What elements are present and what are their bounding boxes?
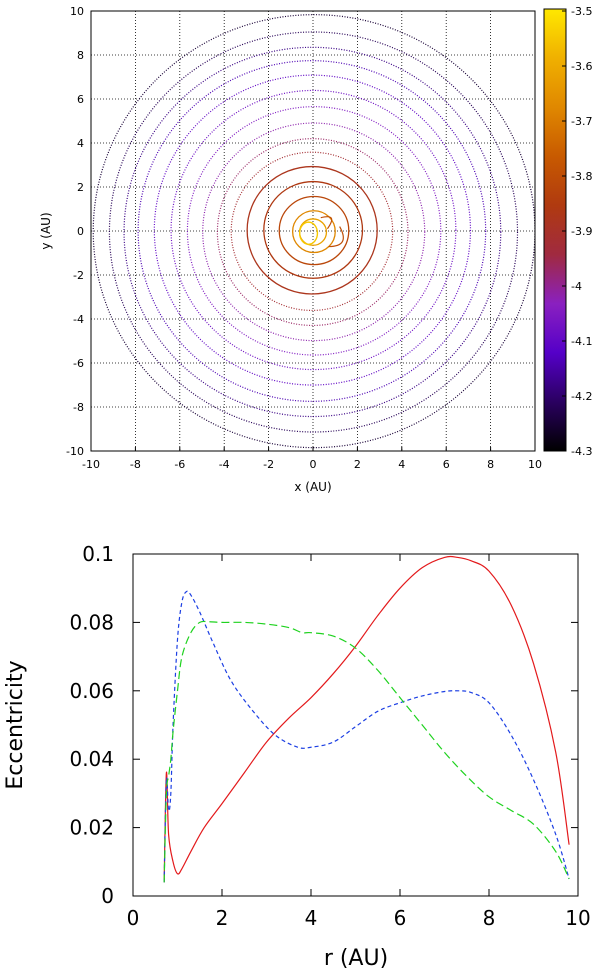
x-tick-label: -10 bbox=[82, 458, 100, 471]
y-axis-label: y (AU) bbox=[39, 212, 53, 249]
y-tick-label: -8 bbox=[73, 401, 84, 414]
x-tick-label: 2 bbox=[354, 458, 361, 471]
x-tick-label-2: 8 bbox=[483, 906, 496, 930]
x-tick-label-2: 0 bbox=[127, 906, 140, 930]
spiral-rings bbox=[92, 14, 535, 449]
core-ring bbox=[298, 221, 319, 246]
cb-tick-label: -4.3 bbox=[571, 445, 592, 458]
y-tick-label-2: 0 bbox=[101, 884, 114, 908]
spiral-ring bbox=[202, 122, 426, 342]
inner-swirl bbox=[320, 216, 344, 248]
y-tick-label-2: 0.06 bbox=[69, 679, 114, 703]
y-tick-label: 0 bbox=[77, 225, 84, 238]
cb-tick-label: -3.8 bbox=[571, 170, 592, 183]
x-tick-label-2: 6 bbox=[394, 906, 407, 930]
cb-tick-label: -4.2 bbox=[571, 390, 592, 403]
cb-tick-label: -3.5 bbox=[571, 5, 592, 18]
spiral-ring bbox=[216, 138, 409, 327]
x-tick-label-2: 2 bbox=[216, 906, 229, 930]
cb-tick-label: -3.6 bbox=[571, 60, 592, 73]
y-tick-labels: -10 -8 -6 -4 -2 0 2 4 6 8 10 bbox=[66, 5, 84, 458]
y-tick-label: -2 bbox=[73, 269, 84, 282]
x-tick-labels-2: 0 2 4 6 8 10 bbox=[127, 906, 591, 930]
x-tick-label: 0 bbox=[310, 458, 317, 471]
x-tick-label: 4 bbox=[398, 458, 405, 471]
spiral-ring bbox=[108, 31, 519, 433]
x-tick-label: 8 bbox=[487, 458, 494, 471]
y-tick-label: 2 bbox=[77, 181, 84, 194]
spiral-ring bbox=[230, 151, 394, 312]
x-axis-label-2: r (AU) bbox=[324, 946, 388, 971]
spiral-ring bbox=[153, 74, 472, 386]
y-tick-label: 6 bbox=[77, 93, 84, 106]
tick-marks bbox=[132, 553, 579, 897]
x-tick-labels: -10 -8 -6 -4 -2 0 2 4 6 8 10 bbox=[82, 447, 542, 471]
colorbar-tick-labels: -3.5 -3.6 -3.7 -3.8 -3.9 -4 -4.1 -4.2 -4.3 bbox=[562, 5, 592, 458]
y-tick-label: 10 bbox=[70, 5, 84, 18]
y-tick-label: -10 bbox=[66, 445, 84, 458]
series-line-red bbox=[163, 555, 570, 883]
x-axis-label: x (AU) bbox=[294, 480, 331, 494]
y-tick-label-2: 0.08 bbox=[69, 610, 114, 634]
x-tick-label: -6 bbox=[174, 458, 185, 471]
inner-spiral bbox=[298, 216, 344, 248]
y-tick-label: 4 bbox=[77, 137, 84, 150]
spiral-ring bbox=[263, 180, 364, 279]
y-tick-labels-2: 0 0.02 0.04 0.06 0.08 0.1 bbox=[69, 542, 114, 908]
x-tick-label-2: 4 bbox=[305, 906, 318, 930]
spiral-ring bbox=[186, 106, 442, 356]
y-tick-label: 8 bbox=[77, 49, 84, 62]
cb-tick-label: -3.7 bbox=[571, 115, 592, 128]
y-tick-label-2: 0.1 bbox=[82, 542, 114, 566]
eccentricity-series bbox=[163, 555, 570, 883]
x-tick-label: -8 bbox=[130, 458, 141, 471]
spiral-ring bbox=[170, 89, 457, 371]
colorbar bbox=[543, 8, 567, 452]
x-tick-label: 6 bbox=[443, 458, 450, 471]
series-line-green bbox=[163, 620, 570, 883]
spiral-ring bbox=[246, 165, 378, 295]
x-tick-label: -2 bbox=[263, 458, 274, 471]
spiral-ring bbox=[123, 46, 502, 418]
y-tick-label: -4 bbox=[73, 313, 84, 326]
y-tick-label-2: 0.04 bbox=[69, 747, 114, 771]
spiral-ring bbox=[278, 195, 350, 266]
cb-tick-label: -3.9 bbox=[571, 225, 592, 238]
cb-tick-label: -4 bbox=[571, 280, 582, 293]
x-tick-label: -4 bbox=[219, 458, 230, 471]
spiral-density-chart: -10 -8 -6 -4 -2 0 2 4 6 8 10 -10 -8 -6 -4 -2 0 2 4 6 8 10 x … bbox=[39, 5, 592, 494]
spiral-ring bbox=[291, 210, 336, 254]
y-axis-label-2: Eccentricity bbox=[3, 660, 28, 789]
plot-frame-2 bbox=[132, 553, 579, 897]
series-line-blue bbox=[163, 590, 570, 883]
x-tick-label-2: 10 bbox=[565, 906, 590, 930]
spiral-ring bbox=[137, 60, 487, 402]
x-tick-label: 10 bbox=[528, 458, 542, 471]
y-tick-label-2: 0.02 bbox=[69, 816, 114, 840]
cb-tick-label: -4.1 bbox=[571, 335, 592, 348]
y-tick-label: -6 bbox=[73, 357, 84, 370]
